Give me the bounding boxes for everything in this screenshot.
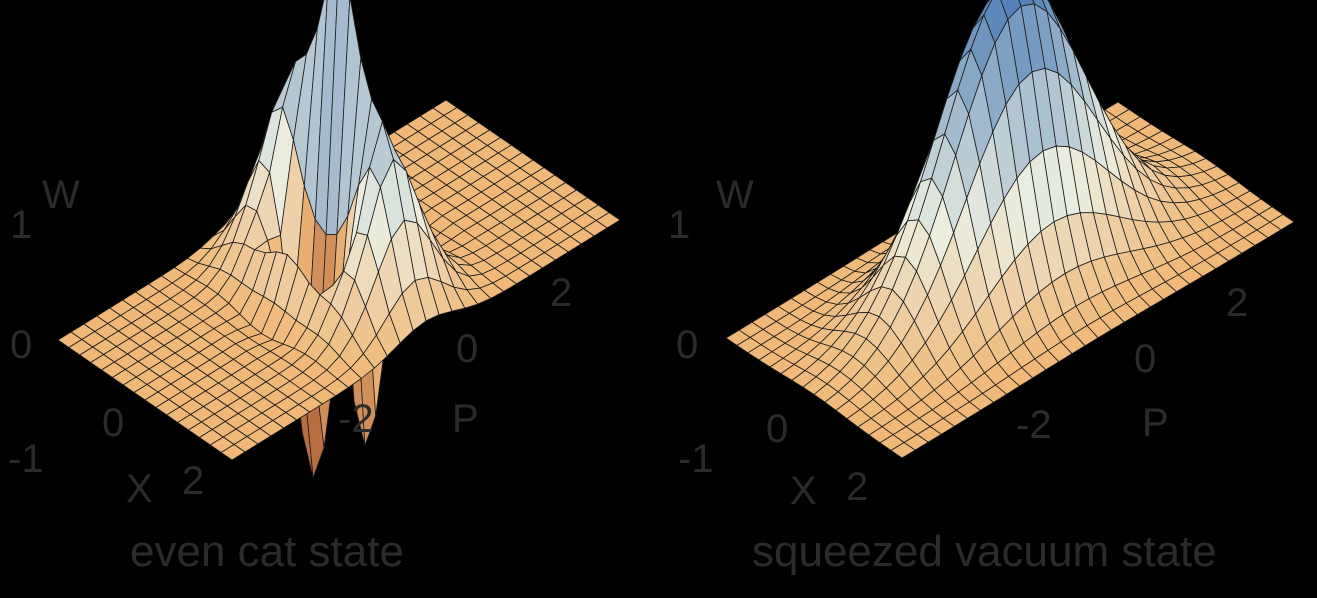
p-tick-2: 2 — [1226, 281, 1248, 325]
x-tick-2: 2 — [846, 465, 868, 509]
mesh-cell — [220, 444, 246, 461]
x-tick-0: 0 — [102, 401, 124, 445]
p-tick-minus2: -2 — [338, 397, 374, 441]
z-axis-label: W — [42, 173, 80, 217]
panel-even-cat: 1 0 -1 W 0 2 X -2 0 2 P even cat state — [8, 0, 621, 576]
x-axis-label: X — [126, 467, 153, 511]
z-axis-label: W — [716, 173, 754, 217]
p-tick-0: 0 — [1134, 337, 1156, 381]
mesh-cell — [890, 442, 916, 459]
z-tick-1: 1 — [10, 203, 32, 247]
z-tick-minus1: -1 — [678, 437, 714, 481]
p-axis-label: P — [452, 397, 479, 441]
z-tick-1: 1 — [668, 203, 690, 247]
z-tick-minus1: -1 — [8, 437, 44, 481]
surface-squeezed-vacuum — [725, 0, 1295, 459]
p-tick-0: 0 — [456, 327, 478, 371]
caption: squeezed vacuum state — [752, 527, 1217, 576]
z-tick-0: 0 — [10, 323, 32, 367]
p-tick-2: 2 — [550, 271, 572, 315]
surface-even-cat — [57, 0, 621, 478]
p-axis-label: P — [1142, 401, 1169, 445]
panel-squeezed-vacuum: 1 0 -1 W 0 2 X -2 0 2 P squeezed vacuum … — [668, 0, 1295, 576]
x-tick-0: 0 — [766, 407, 788, 451]
p-tick-minus2: -2 — [1016, 403, 1052, 447]
z-tick-0: 0 — [676, 323, 698, 367]
x-tick-2: 2 — [182, 459, 204, 503]
caption: even cat state — [130, 527, 404, 576]
x-axis-label: X — [790, 469, 817, 513]
